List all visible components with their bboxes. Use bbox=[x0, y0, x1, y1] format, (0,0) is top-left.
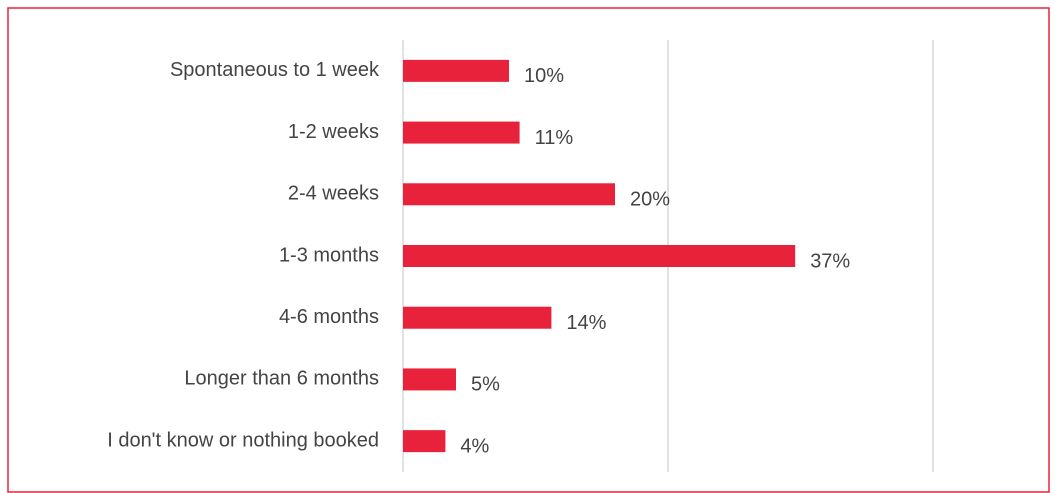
bar bbox=[403, 306, 552, 329]
value-label: 37% bbox=[810, 250, 850, 272]
y-tick-label: 1-3 months bbox=[279, 244, 379, 266]
value-label: 5% bbox=[471, 374, 500, 396]
bar bbox=[403, 368, 456, 391]
y-tick-label: Longer than 6 months bbox=[184, 368, 379, 390]
bar bbox=[403, 245, 796, 267]
bar bbox=[403, 430, 446, 453]
y-tick-label: 4-6 months bbox=[279, 306, 379, 328]
bar bbox=[403, 121, 520, 144]
y-tick-label: I don't know or nothing booked bbox=[107, 429, 379, 451]
y-tick-label: 2-4 weeks bbox=[288, 183, 379, 205]
value-label: 11% bbox=[535, 127, 574, 149]
y-tick-label: 1-2 weeks bbox=[288, 121, 379, 143]
value-label: 14% bbox=[566, 312, 606, 334]
value-label: 4% bbox=[460, 435, 489, 457]
frame bbox=[7, 7, 1050, 493]
y-tick-label: Spontaneous to 1 week bbox=[170, 59, 380, 81]
bar bbox=[403, 183, 615, 206]
value-label: 20% bbox=[630, 189, 670, 211]
value-label: 10% bbox=[524, 65, 564, 87]
bar bbox=[403, 59, 509, 82]
